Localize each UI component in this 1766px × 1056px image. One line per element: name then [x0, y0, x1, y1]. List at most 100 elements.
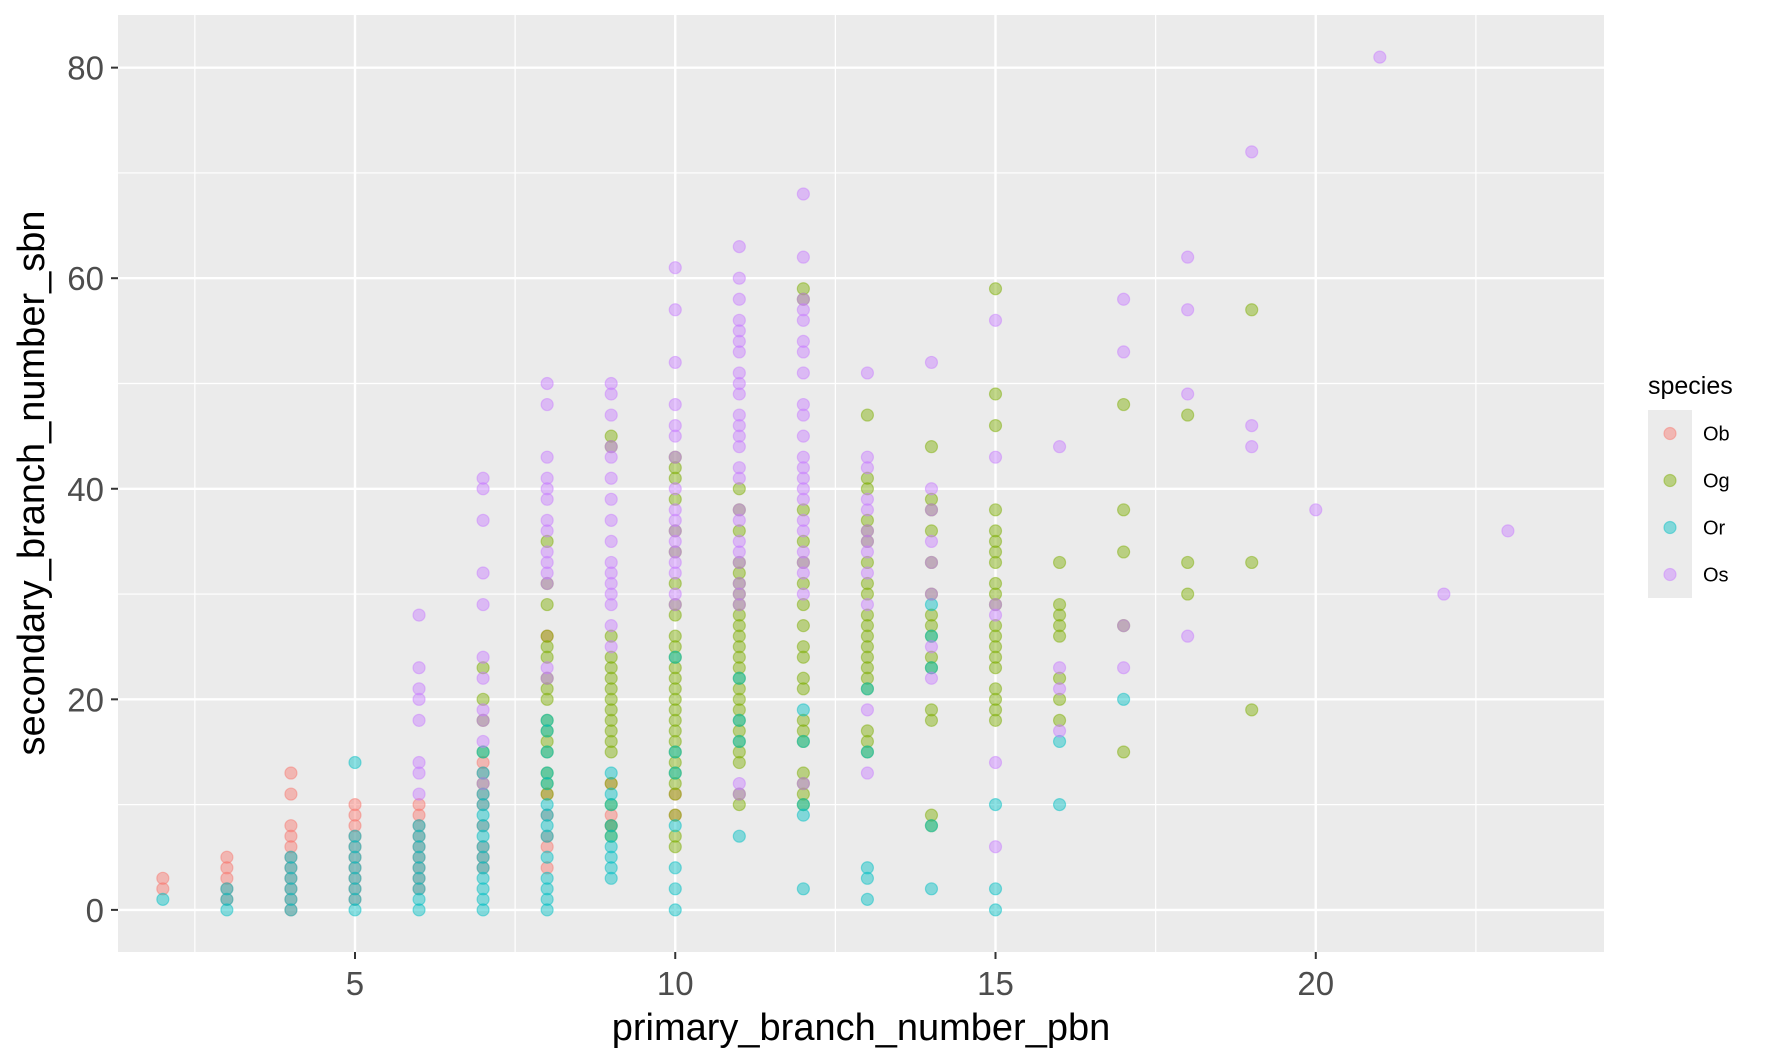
legend-key-background [1648, 504, 1692, 551]
data-point-ob [476, 850, 490, 864]
data-point-os [860, 597, 875, 612]
data-point-os [732, 376, 746, 391]
data-point-ob [668, 787, 682, 801]
data-point-og [668, 661, 682, 675]
data-point-os [988, 840, 1003, 854]
data-point-os [1245, 418, 1259, 433]
data-point-os [604, 492, 618, 506]
data-point-og [604, 692, 618, 706]
major-gridlines [118, 15, 1604, 952]
y-tick-label: 20 [67, 681, 104, 718]
data-point-og [668, 682, 682, 696]
legend-key-background [1648, 457, 1692, 504]
data-point-og [540, 766, 554, 780]
data-point-og [1052, 671, 1067, 685]
data-point-og [924, 555, 939, 570]
data-point-os [860, 566, 875, 580]
data-point-og [540, 787, 554, 801]
data-point-ob [540, 787, 554, 801]
data-point-os [796, 566, 810, 580]
data-point-os [1181, 387, 1195, 401]
data-point-os [796, 524, 810, 538]
data-point-os [924, 534, 939, 549]
data-point-og [1117, 745, 1131, 759]
data-point-os [540, 576, 554, 591]
legend-label-ob: Ob [1703, 424, 1730, 446]
data-point-or [796, 734, 810, 749]
data-point-os [1181, 629, 1195, 643]
data-point-or [988, 798, 1003, 812]
data-point-og [604, 776, 618, 791]
data-point-og [924, 808, 939, 822]
data-point-or [796, 798, 810, 812]
legend-title: species [1648, 372, 1733, 400]
data-point-og [604, 703, 618, 717]
data-point-ob [348, 798, 362, 812]
data-point-os [604, 450, 618, 464]
data-point-or [860, 871, 875, 885]
data-point-og [668, 808, 682, 822]
data-point-os [796, 292, 810, 306]
data-point-og [668, 640, 682, 654]
data-point-os [1181, 250, 1195, 264]
data-point-og [476, 745, 490, 759]
data-point-og [476, 661, 490, 675]
data-point-og [732, 576, 746, 591]
data-point-or [476, 798, 490, 812]
data-point-ob [220, 892, 234, 906]
data-point-os [860, 492, 875, 506]
data-point-or [1117, 692, 1131, 706]
data-point-og [540, 650, 554, 664]
data-point-og [1245, 555, 1259, 570]
data-point-ob [284, 829, 298, 843]
data-point-og [604, 713, 618, 727]
data-point-os [796, 334, 810, 348]
data-point-og [796, 766, 810, 780]
data-point-og [604, 819, 618, 833]
data-point-og [668, 671, 682, 685]
data-point-og [860, 482, 875, 496]
data-point-og [924, 608, 939, 622]
data-point-os [1245, 145, 1259, 159]
data-point-og [540, 576, 554, 591]
data-point-og [540, 745, 554, 759]
data-point-og [924, 819, 939, 833]
data-point-og [540, 671, 554, 685]
y-tick-label: 40 [67, 471, 104, 508]
data-point-og [1245, 703, 1259, 717]
data-point-ob [220, 861, 234, 875]
data-point-or [540, 808, 554, 822]
data-point-os [604, 534, 618, 549]
data-point-og [1181, 587, 1195, 601]
data-point-or [668, 903, 682, 917]
data-point-og [924, 661, 939, 675]
data-point-ob [348, 840, 362, 854]
data-point-os [476, 566, 490, 580]
data-point-or [412, 882, 426, 896]
data-point-ob [412, 840, 426, 854]
data-point-os [924, 671, 939, 685]
data-point-og [1181, 408, 1195, 422]
data-point-os [604, 587, 618, 601]
data-point-os [604, 513, 618, 527]
legend-label-os: Os [1703, 565, 1729, 587]
data-point-os [988, 755, 1003, 770]
data-point-os [796, 450, 810, 464]
data-point-os [796, 408, 810, 422]
data-point-os [732, 240, 746, 254]
data-point-og [796, 292, 810, 306]
data-point-os [732, 313, 746, 327]
data-point-og [860, 408, 875, 422]
data-point-os [1437, 587, 1451, 601]
data-point-og [732, 682, 746, 696]
data-point-os [412, 692, 426, 706]
data-point-os [540, 671, 554, 685]
data-point-os [796, 429, 810, 443]
data-point-os [796, 587, 810, 601]
data-point-os [476, 513, 490, 527]
data-point-or [476, 903, 490, 917]
data-point-og [1245, 303, 1259, 317]
data-point-os [668, 597, 682, 612]
data-point-og [988, 619, 1003, 633]
data-point-or [668, 861, 682, 875]
